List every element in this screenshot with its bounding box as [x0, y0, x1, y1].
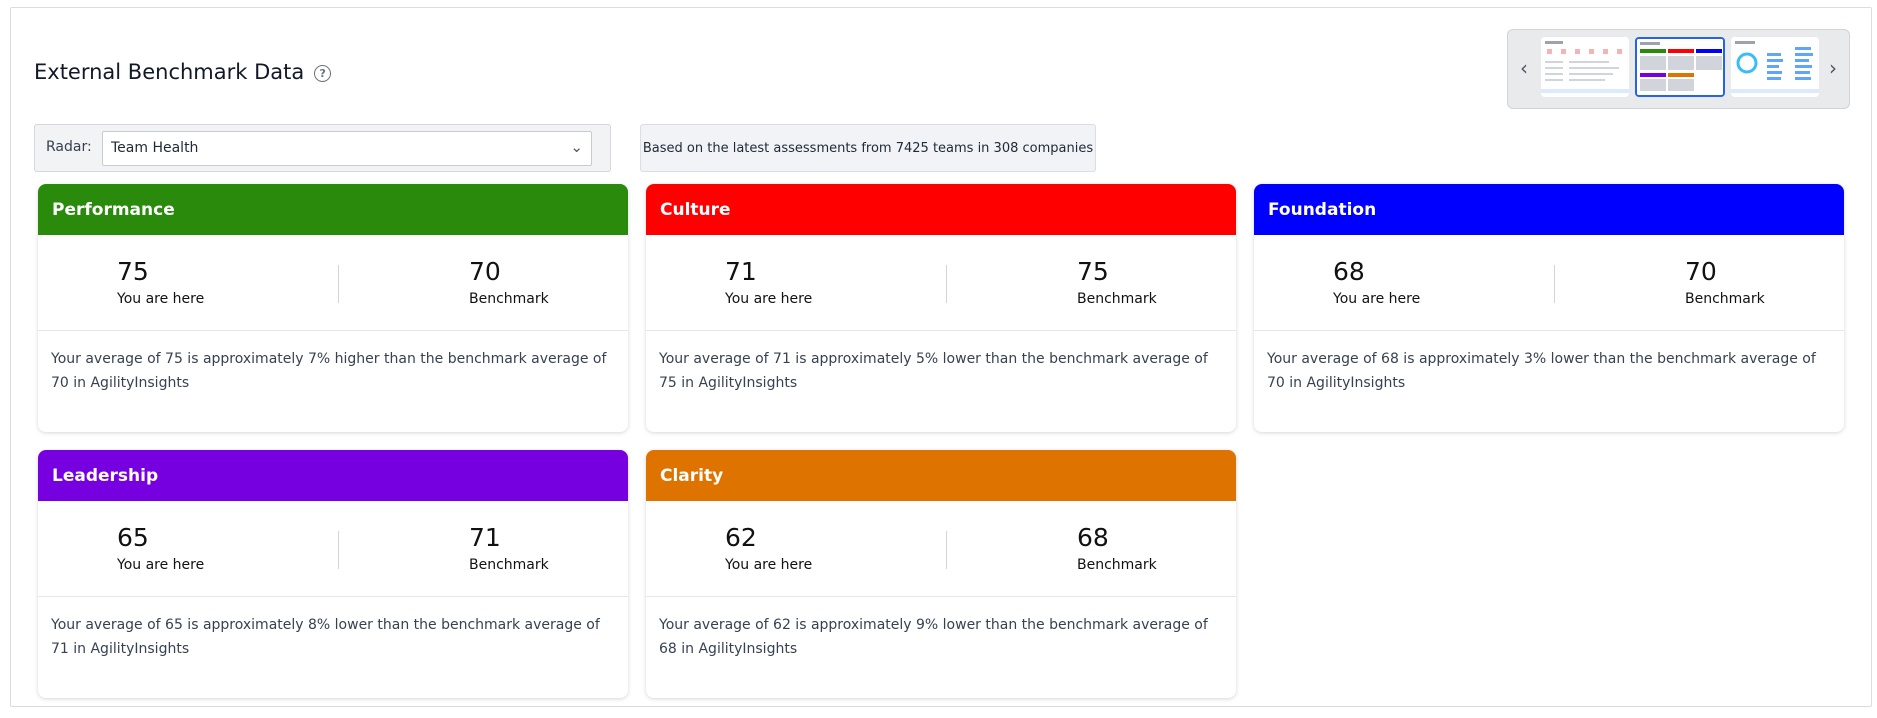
stat-divider — [946, 531, 947, 569]
benchmark-value: 75 — [1077, 257, 1109, 286]
assessment-info-text: Based on the latest assessments from 742… — [642, 140, 1094, 156]
card-description: Your average of 75 is approximately 7% h… — [51, 351, 607, 391]
card-description: Your average of 62 is approximately 9% l… — [659, 617, 1208, 657]
benchmark-label: Benchmark — [469, 291, 549, 307]
your-score: 71 You are here — [725, 257, 812, 307]
card-title: Foundation — [1268, 199, 1377, 220]
radar-selected-value: Team Health — [111, 140, 199, 156]
card-header: Foundation — [1254, 184, 1844, 235]
card-header: Clarity — [646, 450, 1236, 501]
card-stats: 62 You are here 68 Benchmark — [646, 501, 1236, 597]
card-stats: 65 You are here 71 Benchmark — [38, 501, 628, 597]
card-stats: 68 You are here 70 Benchmark — [1254, 235, 1844, 331]
your-score-value: 68 — [1333, 257, 1365, 286]
your-score-label: You are here — [117, 291, 205, 307]
your-score-label: You are here — [117, 557, 205, 573]
benchmark-label: Benchmark — [1685, 291, 1765, 307]
card-description: Your average of 71 is approximately 5% l… — [659, 351, 1208, 391]
card-description: Your average of 65 is approximately 8% l… — [51, 617, 600, 657]
benchmark-label: Benchmark — [1077, 557, 1157, 573]
card-leadership: Leadership 65 You are here 71 Benchmark … — [38, 450, 628, 698]
benchmark-label: Benchmark — [1077, 291, 1157, 307]
thumbnail-3[interactable] — [1731, 37, 1819, 97]
card-header: Leadership — [38, 450, 628, 501]
your-score-label: You are here — [725, 291, 813, 307]
card-description: Your average of 68 is approximately 3% l… — [1267, 351, 1816, 391]
card-title: Performance — [52, 199, 175, 220]
card-title: Culture — [660, 199, 731, 220]
card-header: Culture — [646, 184, 1236, 235]
benchmark-value: 71 — [469, 523, 501, 552]
benchmark-value: 68 — [1077, 523, 1109, 552]
chevron-right-icon: › — [1829, 56, 1837, 80]
benchmark-score: 68 Benchmark — [1077, 523, 1157, 573]
your-score: 75 You are here — [117, 257, 204, 307]
your-score-value: 71 — [725, 257, 757, 286]
thumbnail-2-preview — [1637, 39, 1723, 95]
card-title: Leadership — [52, 465, 159, 486]
thumbnail-3-preview — [1731, 37, 1819, 97]
your-score-value: 75 — [117, 257, 149, 286]
benchmark-label: Benchmark — [469, 557, 549, 573]
thumbnail-1[interactable] — [1541, 37, 1629, 97]
radar-selector-box: Radar: Team Health ⌄ — [34, 124, 611, 172]
your-score-label: You are here — [1333, 291, 1421, 307]
page-title-text: External Benchmark Data — [34, 60, 305, 84]
stat-divider — [1554, 265, 1555, 303]
stat-divider — [338, 265, 339, 303]
your-score: 68 You are here — [1333, 257, 1420, 307]
stat-divider — [338, 531, 339, 569]
radar-label: Radar: — [46, 139, 92, 155]
card-stats: 71 You are here 75 Benchmark — [646, 235, 1236, 331]
card-title: Clarity — [660, 465, 724, 486]
radar-dropdown[interactable]: Team Health ⌄ — [102, 131, 592, 166]
benchmark-value: 70 — [469, 257, 501, 286]
card-clarity: Clarity 62 You are here 68 Benchmark You… — [646, 450, 1236, 698]
thumbnail-2-active[interactable] — [1635, 37, 1725, 97]
card-performance: Performance 75 You are here 70 Benchmark… — [38, 184, 628, 432]
your-score: 65 You are here — [117, 523, 204, 573]
chevron-left-icon: ‹ — [1520, 56, 1528, 80]
benchmark-score: 70 Benchmark — [1685, 257, 1765, 307]
benchmark-score: 71 Benchmark — [469, 523, 549, 573]
carousel-prev-button[interactable]: ‹ — [1514, 58, 1534, 80]
card-foundation: Foundation 68 You are here 70 Benchmark … — [1254, 184, 1844, 432]
your-score-label: You are here — [725, 557, 813, 573]
assessment-info-box: Based on the latest assessments from 742… — [640, 124, 1096, 172]
page-title: External Benchmark Data ? — [34, 60, 332, 84]
benchmark-score: 70 Benchmark — [469, 257, 549, 307]
help-icon[interactable]: ? — [314, 64, 332, 82]
benchmark-score: 75 Benchmark — [1077, 257, 1157, 307]
stat-divider — [946, 265, 947, 303]
benchmark-value: 70 — [1685, 257, 1717, 286]
your-score-value: 62 — [725, 523, 757, 552]
your-score: 62 You are here — [725, 523, 812, 573]
thumbnail-carousel: ‹ — [1507, 29, 1850, 109]
chevron-down-icon: ⌄ — [570, 138, 583, 156]
card-culture: Culture 71 You are here 75 Benchmark You… — [646, 184, 1236, 432]
thumbnail-1-preview — [1541, 37, 1629, 97]
your-score-value: 65 — [117, 523, 149, 552]
card-stats: 75 You are here 70 Benchmark — [38, 235, 628, 331]
carousel-next-button[interactable]: › — [1823, 58, 1843, 80]
card-header: Performance — [38, 184, 628, 235]
